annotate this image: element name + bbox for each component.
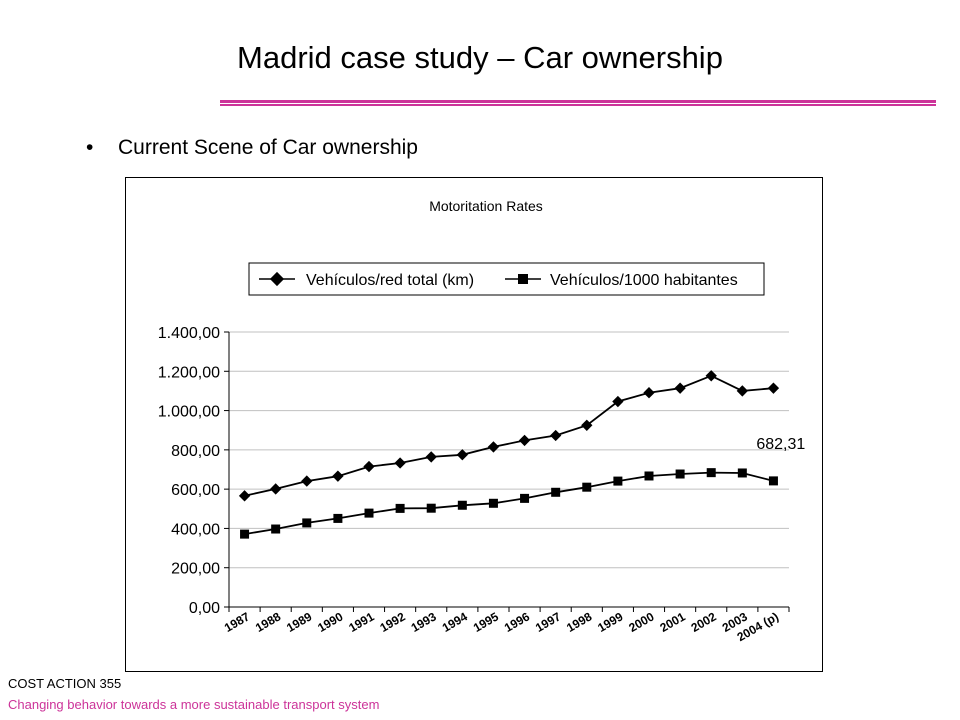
slide-title: Madrid case study – Car ownership <box>237 40 723 75</box>
data-point-series-1 <box>301 475 313 487</box>
chart-title: Motoritation Rates <box>429 198 543 214</box>
data-point-series-2 <box>613 476 623 486</box>
y-tick-label: 600,00 <box>171 482 220 499</box>
x-tick-label: 2000 <box>626 609 656 635</box>
data-point-series-1 <box>518 434 531 447</box>
data-point-series-2 <box>768 476 778 486</box>
data-point-series-2 <box>426 503 436 513</box>
data-point-series-1 <box>270 483 282 495</box>
data-point-series-2 <box>737 468 747 478</box>
bullet-dot-icon: • <box>86 136 94 159</box>
legend-label-series-1: Vehículos/red total (km) <box>306 272 474 289</box>
chart-legend: Vehículos/red total (km) Vehículos/1000 … <box>248 262 765 296</box>
data-point-series-1 <box>550 429 562 442</box>
data-point-series-2 <box>457 500 467 510</box>
y-tick-label: 1.200,00 <box>158 364 220 381</box>
data-point-series-2 <box>333 513 343 523</box>
x-tick-label: 1990 <box>315 609 345 635</box>
data-point-series-1 <box>643 387 655 399</box>
footer-line-1: COST ACTION 355 <box>8 676 122 691</box>
x-tick-label: 1994 <box>440 609 470 635</box>
data-point-series-2 <box>395 503 405 513</box>
line-chart: Motoritation Rates Vehículos/red total (… <box>158 198 806 644</box>
series-line-1 <box>244 374 774 497</box>
legend-label-series-2: Vehículos/1000 habitantes <box>550 272 738 289</box>
x-tick-label: 1996 <box>502 609 532 635</box>
data-point-series-2 <box>551 487 561 497</box>
bullet-text: Current Scene of Car ownership <box>118 136 418 159</box>
y-tick-label: 1.400,00 <box>158 325 220 342</box>
bullet-item: • Current Scene of Car ownership <box>86 136 418 160</box>
x-tick-label: 1998 <box>564 609 594 635</box>
data-point-series-2 <box>675 469 685 479</box>
x-tick-label: 1992 <box>377 609 407 635</box>
data-point-series-2 <box>706 468 716 478</box>
data-point-series-1 <box>394 457 406 469</box>
data-point-series-2 <box>488 498 498 508</box>
legend-diamond-icon <box>269 271 285 287</box>
x-tick-label: 1993 <box>409 609 439 635</box>
data-point-series-1 <box>736 385 748 397</box>
x-tick-label: 2001 <box>657 609 687 635</box>
x-tick-label: 1989 <box>284 609 314 635</box>
data-point-series-2 <box>364 508 374 518</box>
data-point-series-1 <box>332 470 344 482</box>
data-point-series-2 <box>582 482 592 492</box>
data-point-series-1 <box>425 451 437 463</box>
data-point-series-2 <box>520 493 530 503</box>
data-point-series-1 <box>674 382 686 394</box>
data-point-series-2 <box>644 471 654 481</box>
data-point-series-1 <box>238 490 251 502</box>
data-point-series-1 <box>705 370 717 382</box>
x-tick-label: 1987 <box>222 609 252 635</box>
title-divider <box>220 100 936 106</box>
data-point-series-1 <box>487 441 500 453</box>
legend-square-icon <box>518 274 528 284</box>
data-point-series-1 <box>363 460 375 473</box>
x-tick-label: 1995 <box>471 609 501 635</box>
data-point-series-2 <box>302 518 312 528</box>
y-tick-label: 400,00 <box>171 521 220 538</box>
data-point-series-1 <box>767 382 780 394</box>
x-tick-label: 1997 <box>533 609 563 635</box>
data-point-series-1 <box>612 395 624 408</box>
footer-line-2: Changing behavior towards a more sustain… <box>8 697 380 712</box>
y-tick-label: 1.000,00 <box>158 404 220 421</box>
chart-frame: Motoritation Rates Vehículos/red total (… <box>125 177 823 672</box>
x-tick-label: 1988 <box>253 609 283 635</box>
y-tick-label: 200,00 <box>171 561 220 578</box>
series-line-2 <box>244 471 774 535</box>
x-tick-label: 1991 <box>346 609 376 635</box>
y-tick-label: 0,00 <box>189 600 220 617</box>
data-point-series-2 <box>271 524 281 534</box>
x-tick-label: 2002 <box>689 609 719 635</box>
data-label-annotation: 682,31 <box>756 436 805 453</box>
data-point-series-2 <box>240 529 250 539</box>
data-point-series-1 <box>456 449 468 461</box>
y-tick-label: 800,00 <box>171 443 220 460</box>
x-tick-label: 1999 <box>595 609 625 635</box>
data-point-series-1 <box>581 419 593 431</box>
